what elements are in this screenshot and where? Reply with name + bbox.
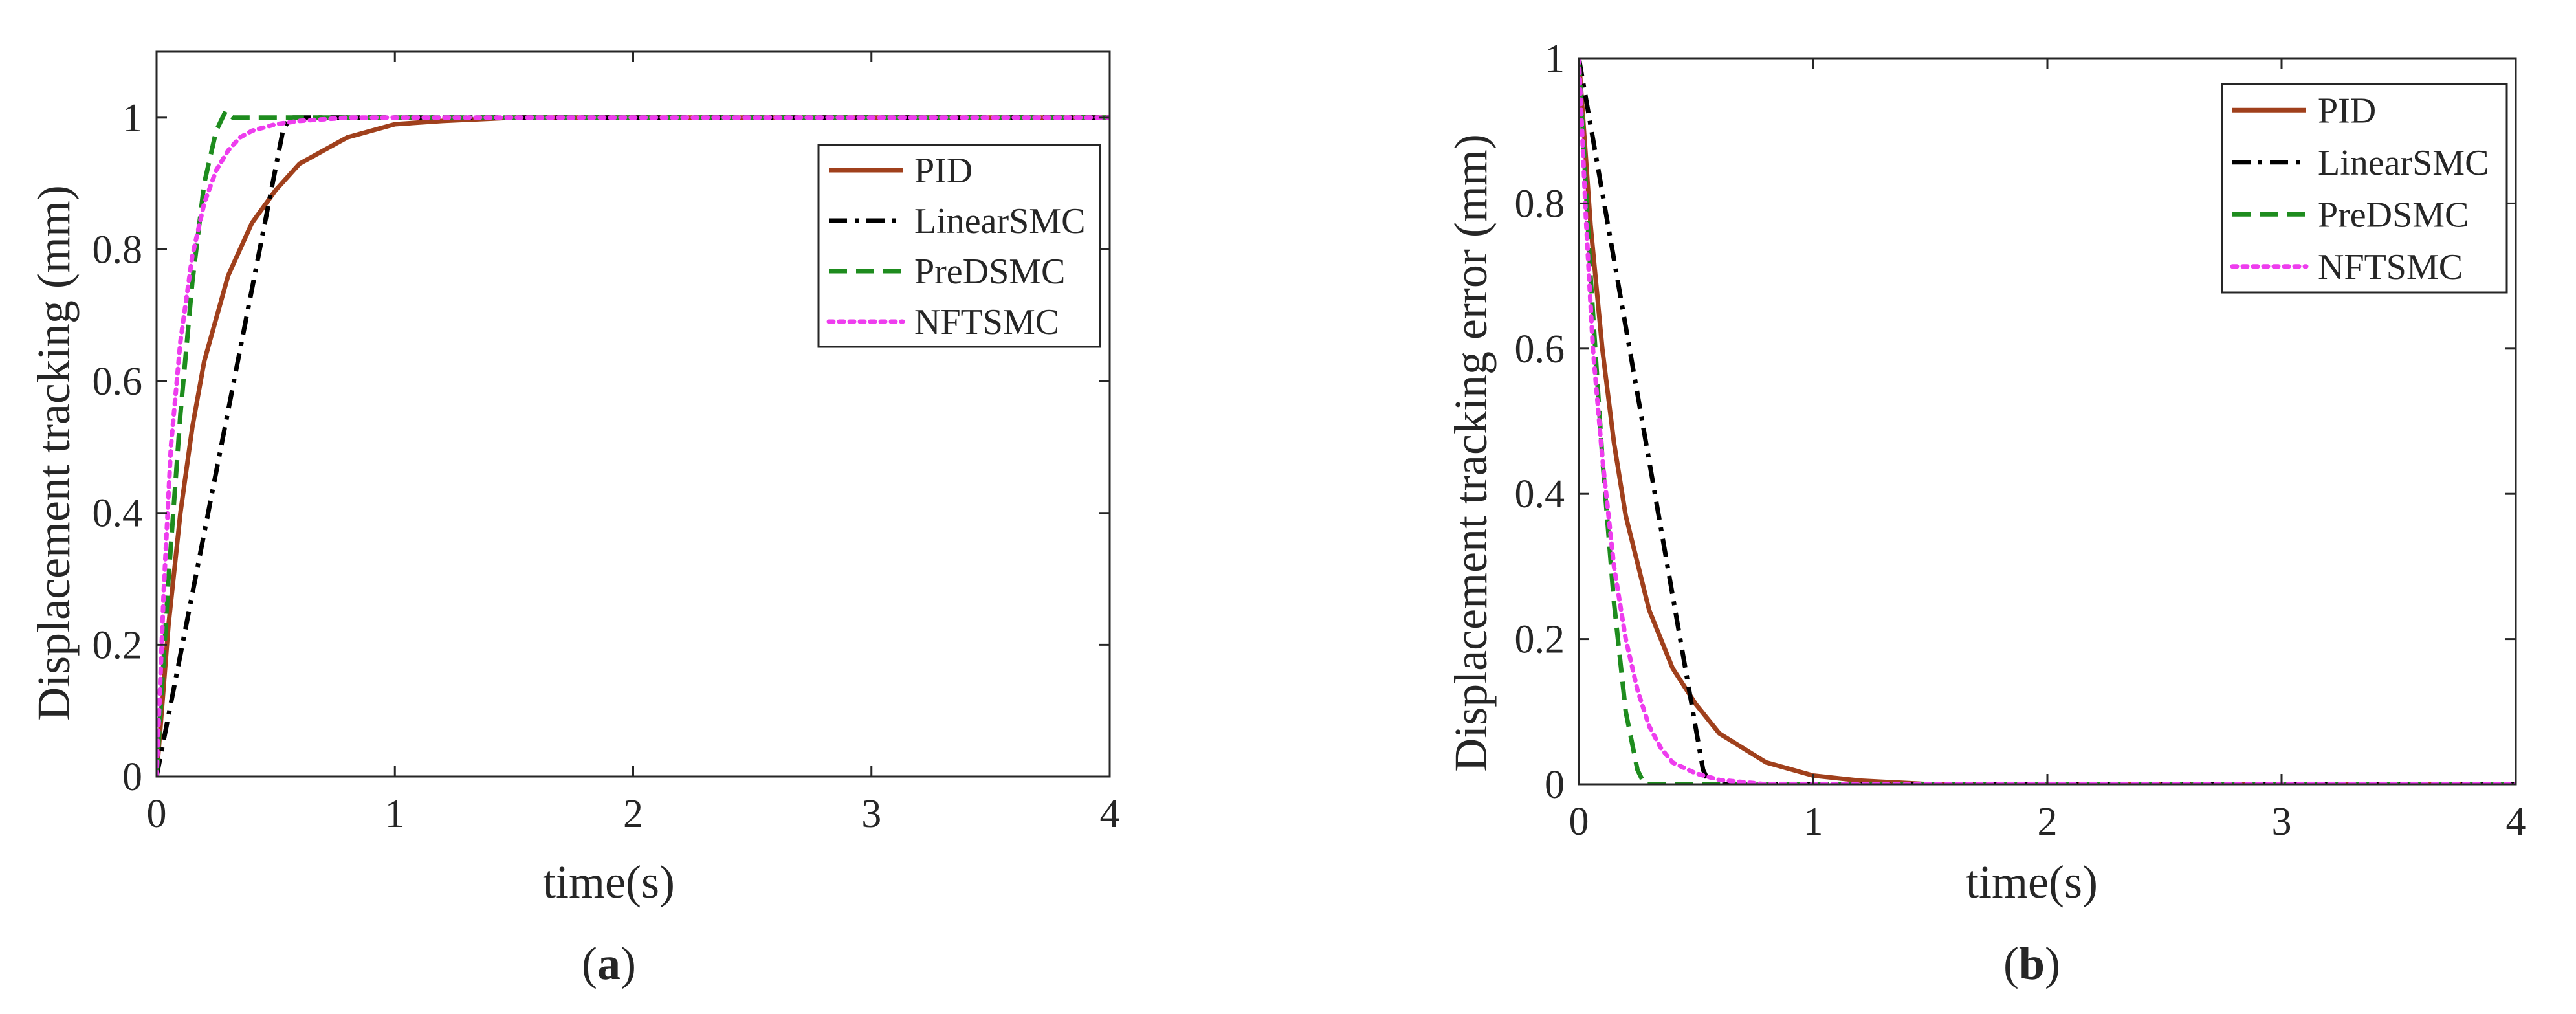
legend-label: PreDSMC [914, 252, 1065, 292]
x-tick-label: 4 [1100, 792, 1120, 836]
chart-panel-a: time(s) Displacement tracking (mm) (a) 0… [28, 50, 1120, 989]
series-line-nftsmc [1579, 58, 2516, 784]
legend-label: PreDSMC [2318, 195, 2469, 235]
y-tick-label: 0.2 [1515, 618, 1565, 662]
y-tick-label: 0.8 [93, 228, 143, 272]
series-line-nftsmc [157, 115, 1110, 777]
x-tick-label: 2 [2038, 800, 2058, 844]
y-tick-label: 0.8 [1515, 182, 1565, 226]
chart-panel-b: time(s) Displacement tracking error (mm)… [1445, 37, 2526, 989]
series-line-pid [1579, 58, 2516, 784]
legend-label: PID [2318, 91, 2376, 131]
y-tick-label: 1 [1545, 37, 1565, 81]
legend-box [2221, 83, 2508, 294]
series-group [157, 109, 1110, 777]
legend-label: PID [914, 151, 973, 191]
series-line-linearsmc [1579, 58, 2516, 784]
y-tick-label: 1 [122, 96, 142, 140]
x-tick-label: 4 [2506, 800, 2526, 844]
y-axis-label: Displacement tracking (mm) [28, 185, 80, 721]
legend-label: NFTSMC [914, 302, 1059, 342]
y-tick-label: 0.6 [1515, 327, 1565, 371]
x-tick-label: 3 [861, 792, 881, 836]
y-tick-label: 0.4 [93, 492, 143, 536]
panel-label: (b) [2003, 938, 2060, 989]
legend-label: LinearSMC [2318, 143, 2489, 183]
x-tick-label: 0 [1569, 800, 1589, 844]
y-axis-label: Displacement tracking error (mm) [1445, 134, 1497, 772]
x-axis-label: time(s) [1966, 856, 2098, 908]
y-tick-label: 0.2 [93, 623, 143, 667]
x-tick-label: 0 [147, 792, 167, 836]
y-tick-label: 0.4 [1515, 472, 1565, 516]
x-tick-label: 3 [2272, 800, 2292, 844]
y-tick-label: 0 [122, 755, 142, 799]
x-tick-label: 2 [623, 792, 643, 836]
y-tick-label: 0 [1545, 763, 1565, 807]
legend-label: NFTSMC [2318, 247, 2463, 287]
panel-label: (a) [582, 938, 636, 989]
legend: PID LinearSMC PreDSMC NFTSMC [817, 144, 1101, 348]
y-tick-label: 0.6 [93, 360, 143, 404]
legend: PID LinearSMC PreDSMC NFTSMC [2221, 83, 2508, 294]
x-axis-label: time(s) [543, 856, 675, 908]
x-tick-label: 1 [385, 792, 405, 836]
x-tick-label: 1 [1803, 800, 1823, 844]
legend-box [817, 144, 1101, 348]
legend-label: LinearSMC [914, 201, 1085, 241]
series-group [1579, 58, 2516, 784]
